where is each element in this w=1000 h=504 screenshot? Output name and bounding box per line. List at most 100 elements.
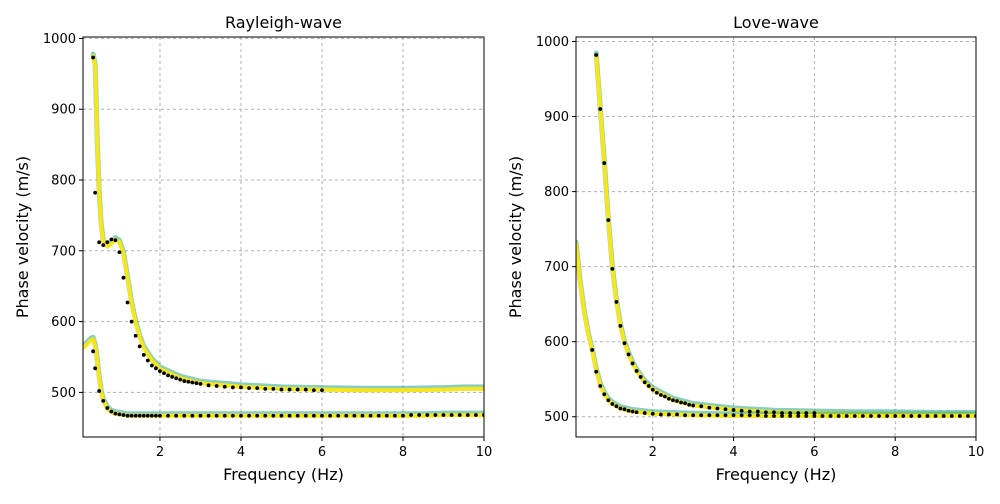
observed-point <box>933 414 938 418</box>
observed-point <box>320 388 324 393</box>
observed-point <box>344 413 349 418</box>
axes-frame <box>82 36 485 438</box>
observed-point <box>683 401 687 406</box>
observed-point <box>182 379 187 383</box>
observed-point <box>320 413 324 418</box>
observed-point <box>626 352 631 357</box>
observed-point <box>263 413 268 418</box>
observed-point <box>642 411 647 415</box>
observed-point <box>747 413 752 418</box>
observed-point <box>190 413 195 418</box>
observed-point <box>723 407 728 412</box>
observed-point <box>303 413 308 418</box>
observed-point <box>328 413 332 418</box>
observed-point <box>222 384 227 389</box>
y-tick-label: 600 <box>544 335 569 350</box>
observed-point <box>97 240 102 245</box>
observed-point <box>392 413 397 418</box>
observed-point <box>149 413 154 418</box>
rayleigh-wave-title: Rayleigh-wave <box>225 13 342 32</box>
observed-point <box>287 387 292 392</box>
model-curve <box>594 53 976 417</box>
observed-point <box>230 385 235 390</box>
observed-point <box>214 384 219 388</box>
observed-point <box>97 389 102 393</box>
observed-point <box>271 413 276 418</box>
observed-point <box>425 413 430 417</box>
observed-point <box>638 375 643 379</box>
x-tick-label: 10 <box>476 445 493 460</box>
observed-point <box>941 414 946 418</box>
observed-point <box>239 385 243 390</box>
y-tick-label: 500 <box>51 386 76 401</box>
model-band-shadow <box>90 51 484 391</box>
observed-point <box>105 240 110 245</box>
observed-point <box>626 408 631 413</box>
observed-point <box>121 413 126 417</box>
observed-point <box>614 300 619 304</box>
observed-point <box>731 413 736 418</box>
observed-point <box>182 413 187 418</box>
observed-point <box>812 414 817 418</box>
observed-point <box>129 413 134 418</box>
observed-point <box>687 402 692 407</box>
x-tick-label: 8 <box>399 445 407 460</box>
observed-point <box>247 413 251 418</box>
observed-point <box>255 386 260 391</box>
observed-point <box>622 341 627 346</box>
observed-point <box>117 250 122 255</box>
observed-point <box>731 408 736 412</box>
y-axis-label: Phase velocity (m/s) <box>13 156 32 318</box>
observed-point <box>91 349 96 354</box>
observed-point <box>101 243 106 248</box>
observed-point <box>186 379 191 384</box>
observed-point <box>247 386 251 391</box>
observed-point <box>109 409 114 414</box>
observed-point <box>780 411 784 415</box>
observed-point <box>949 414 954 418</box>
observed-point <box>384 413 389 418</box>
observed-point <box>465 413 470 417</box>
observed-point <box>650 387 655 392</box>
observed-point <box>174 413 179 418</box>
observed-point <box>877 414 881 418</box>
observed-point <box>671 398 675 403</box>
observed-point <box>925 414 930 418</box>
observed-point <box>804 411 809 415</box>
y-tick-label: 800 <box>51 174 76 189</box>
observed-point <box>222 413 227 418</box>
observed-point <box>93 190 98 195</box>
observed-point <box>715 406 720 411</box>
observed-point <box>336 413 341 418</box>
observed-point <box>901 414 906 418</box>
observed-point <box>295 387 300 392</box>
observed-point <box>957 414 962 418</box>
observed-point <box>113 411 118 416</box>
observed-point <box>263 386 268 391</box>
y-tick-label: 1000 <box>536 35 569 50</box>
observed-point <box>654 390 659 395</box>
observed-point <box>614 404 619 409</box>
observed-point <box>893 414 898 418</box>
observed-point <box>457 413 462 417</box>
observed-point <box>311 413 316 418</box>
x-tick-label: 10 <box>968 445 985 460</box>
observed-point <box>141 352 146 357</box>
observed-point <box>675 399 679 403</box>
observed-point <box>598 107 603 111</box>
observed-point <box>206 383 211 388</box>
y-axis-label: Phase velocity (m/s) <box>506 156 525 318</box>
y-tick-label: 900 <box>544 110 569 125</box>
observed-point <box>715 413 720 418</box>
observed-point <box>206 413 211 418</box>
observed-point <box>755 409 760 414</box>
observed-point <box>279 387 284 392</box>
rayleigh-wave-panel: 2 4 6 8 10 500 600 700 800 900 1000 Rayleigh-wave Fr… <box>13 13 492 484</box>
observed-point <box>796 411 801 415</box>
observed-point <box>141 413 146 418</box>
observed-point <box>667 396 671 401</box>
observed-point <box>658 412 663 417</box>
x-axis-label: Frequency (Hz) <box>223 465 344 484</box>
observed-point <box>117 412 122 417</box>
